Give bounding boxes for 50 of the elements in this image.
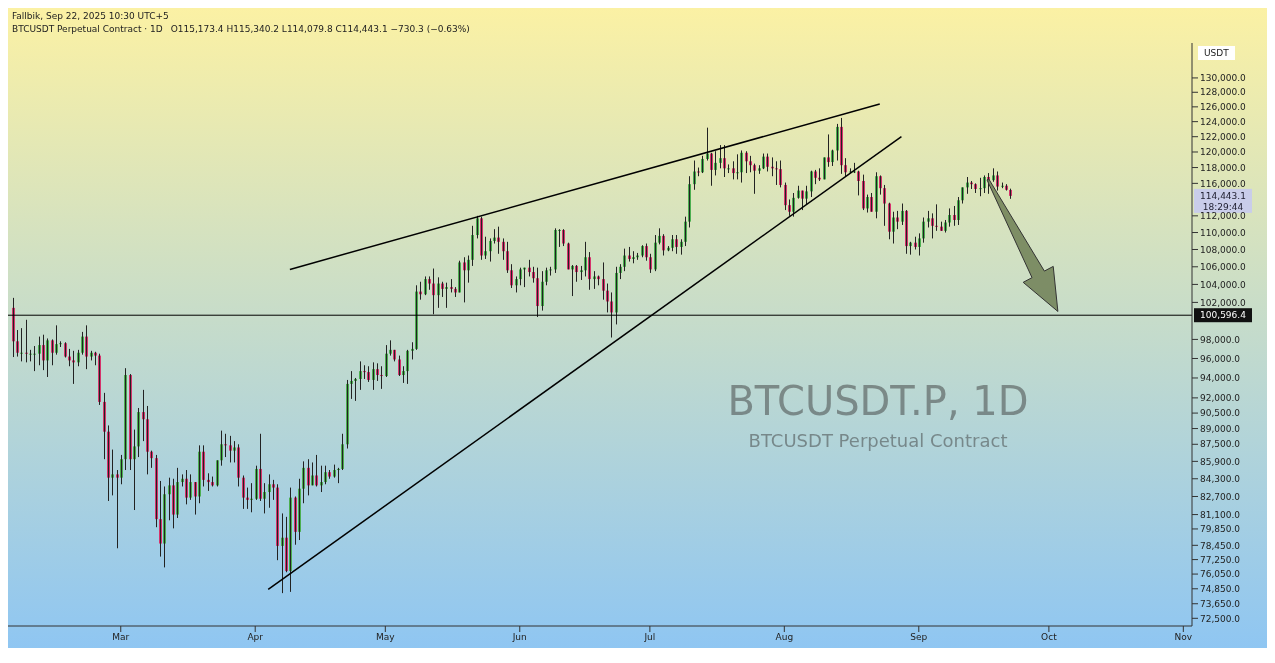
- x-tick-label: May: [376, 632, 396, 643]
- y-tick-label: 94,000.0: [1200, 373, 1241, 384]
- y-tick-label: 79,850.0: [1200, 524, 1241, 535]
- annotation: BTCUSDT Perpetual Contract: [747, 430, 1009, 451]
- ref-line-label: 100,596.4: [1200, 310, 1247, 321]
- y-axis-title: USDT: [1198, 46, 1235, 60]
- y-tick-label: 90,500.0: [1200, 408, 1241, 419]
- x-tick-label: Jul: [643, 632, 656, 643]
- y-tick-label: 87,500.0: [1200, 439, 1241, 450]
- x-tick-label: Aug: [775, 632, 794, 643]
- y-tick-label: 106,000.0: [1200, 261, 1247, 272]
- y-tick-label: 74,850.0: [1200, 583, 1241, 594]
- x-tick-label: Mar: [112, 632, 130, 643]
- y-tick-label: 84,300.0: [1200, 473, 1241, 484]
- y-tick-label: 104,000.0: [1200, 279, 1247, 290]
- y-tick-label: 96,000.0: [1200, 353, 1241, 364]
- y-tick-label: 89,000.0: [1200, 423, 1241, 434]
- y-tick-label: 116,000.0: [1200, 178, 1247, 189]
- text: Fallbik, Sep 22, 2025 10:30 UTC+5: [11, 10, 170, 21]
- y-tick-label: 77,250.0: [1200, 554, 1241, 565]
- y-tick-label: 110,000.0: [1200, 227, 1247, 238]
- y-tick-label: 85,900.0: [1200, 456, 1241, 467]
- y-tick-label: 128,000.0: [1200, 87, 1247, 98]
- y-tick-label: 102,000.0: [1200, 297, 1247, 308]
- y-tick-label: 82,700.0: [1200, 491, 1241, 502]
- y-tick-label: 112,000.0: [1200, 211, 1247, 222]
- y-tick-label: 118,000.0: [1200, 162, 1247, 173]
- y-tick-label: 120,000.0: [1200, 147, 1247, 158]
- y-tick-label: 124,000.0: [1200, 116, 1247, 127]
- chart-title: BTCUSDT Perpetual Contract · 1D: [12, 24, 163, 34]
- x-tick-label: Sep: [910, 632, 928, 643]
- text: 18:29:44: [1202, 201, 1244, 212]
- y-tick-label: 72,500.0: [1200, 613, 1241, 624]
- y-tick-label: 73,650.0: [1200, 598, 1241, 609]
- y-tick-label: 81,100.0: [1200, 509, 1241, 520]
- y-tick-label: 92,000.0: [1200, 393, 1241, 404]
- y-tick-label: 126,000.0: [1200, 102, 1247, 113]
- y-tick-label: 98,000.0: [1200, 334, 1241, 345]
- chart-subtitle: O115,173.4 H115,340.2 L114,079.8 C114,443.1 −730.3 (−0.63%): [170, 24, 470, 34]
- x-tick-label: Oct: [1041, 632, 1058, 643]
- x-tick-label: Apr: [247, 632, 264, 643]
- text: 114,443.1: [1200, 190, 1246, 201]
- y-tick-label: 76,050.0: [1200, 569, 1241, 580]
- y-tick-label: 130,000.0: [1200, 73, 1247, 84]
- y-tick-label: 108,000.0: [1200, 244, 1247, 255]
- x-tick-label: Jun: [511, 632, 527, 643]
- y-tick-label: 78,450.0: [1200, 540, 1241, 551]
- annotation: BTCUSDT.P, 1D: [726, 378, 1030, 424]
- x-tick-label: Nov: [1174, 632, 1193, 643]
- y-tick-label: 122,000.0: [1200, 131, 1247, 142]
